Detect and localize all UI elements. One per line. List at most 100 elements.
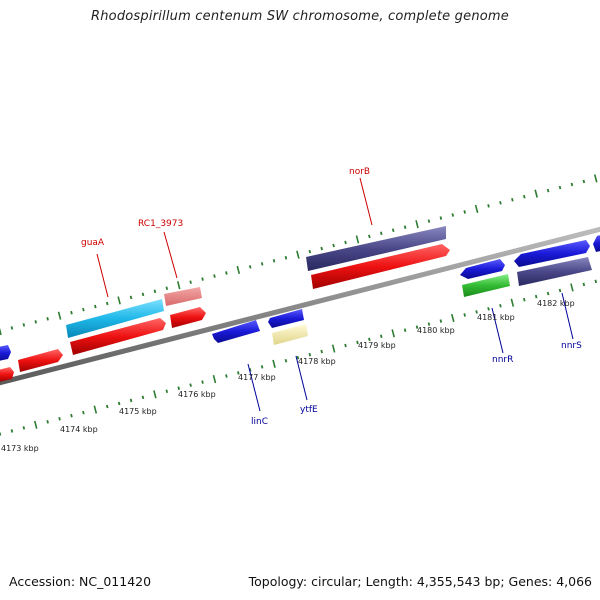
minor-tick bbox=[141, 395, 145, 400]
minor-tick bbox=[475, 310, 478, 314]
minor-tick bbox=[70, 413, 73, 418]
minor-tick bbox=[511, 197, 514, 202]
gene-feature-red[interactable] bbox=[0, 367, 14, 382]
gene-label-guaA[interactable]: guaA bbox=[81, 238, 105, 248]
minor-tick bbox=[463, 313, 466, 317]
minor-tick bbox=[46, 317, 49, 321]
major-tick bbox=[236, 265, 241, 275]
kbp-label-4182: 4182 kbp bbox=[537, 299, 575, 308]
major-tick bbox=[33, 420, 38, 429]
minor-tick bbox=[368, 337, 371, 342]
major-tick bbox=[57, 311, 62, 320]
gene-feature-norB[interactable] bbox=[306, 226, 446, 271]
gene-feature-blue[interactable] bbox=[593, 234, 600, 252]
gene-label-nnrS[interactable]: nnrS bbox=[561, 341, 582, 351]
minor-tick bbox=[201, 277, 204, 281]
kbp-label-4175: 4175 kbp bbox=[119, 407, 157, 416]
genome-summary-text: Topology: circular; Length: 4,355,543 bp… bbox=[248, 574, 592, 589]
minor-tick bbox=[308, 249, 312, 254]
major-tick bbox=[331, 344, 336, 353]
gene-feature-nnrS[interactable] bbox=[517, 257, 592, 286]
leader-RC1_3973 bbox=[163, 231, 178, 279]
chromosome-backbone bbox=[0, 226, 600, 386]
minor-tick bbox=[117, 401, 121, 406]
minor-tick bbox=[415, 325, 419, 329]
minor-tick bbox=[153, 289, 157, 294]
minor-tick bbox=[260, 365, 264, 369]
minor-tick bbox=[594, 279, 598, 284]
major-tick bbox=[570, 283, 574, 292]
minor-tick bbox=[522, 297, 526, 302]
minor-tick bbox=[189, 383, 192, 387]
gene-feature-red[interactable] bbox=[311, 244, 450, 289]
gene-feature-linC[interactable] bbox=[212, 320, 260, 343]
minor-tick bbox=[582, 282, 586, 287]
gene-label-ytfE[interactable]: ytfE bbox=[300, 405, 318, 415]
minor-tick bbox=[487, 307, 490, 311]
minor-tick bbox=[499, 201, 502, 205]
minor-tick bbox=[391, 228, 395, 233]
kbp-label-4181: 4181 kbp bbox=[477, 313, 515, 322]
gene-feature-blue[interactable] bbox=[460, 259, 505, 279]
minor-tick bbox=[22, 323, 26, 327]
minor-tick bbox=[439, 319, 443, 323]
minor-tick bbox=[58, 416, 61, 421]
major-tick bbox=[391, 329, 395, 338]
minor-tick bbox=[129, 295, 133, 300]
gene-feature-ytfE[interactable] bbox=[272, 324, 308, 345]
major-tick bbox=[474, 204, 479, 213]
minor-tick bbox=[570, 182, 574, 187]
minor-tick bbox=[534, 294, 538, 299]
minor-tick bbox=[487, 204, 490, 208]
gene-feature-RC1_3973[interactable] bbox=[164, 287, 202, 306]
minor-tick bbox=[284, 255, 288, 260]
major-tick bbox=[0, 327, 2, 336]
minor-tick bbox=[177, 386, 180, 390]
major-tick bbox=[212, 374, 217, 384]
gene-label-linC[interactable]: linC bbox=[251, 417, 268, 427]
gene-label-nnrR[interactable]: nnrR bbox=[492, 355, 513, 365]
kbp-label-4179: 4179 kbp bbox=[358, 341, 396, 350]
minor-tick bbox=[284, 358, 288, 363]
minor-tick bbox=[522, 194, 526, 199]
minor-tick bbox=[189, 280, 192, 284]
minor-tick bbox=[129, 398, 133, 403]
minor-tick bbox=[463, 210, 466, 214]
gene-label-RC1_3973[interactable]: RC1_3973 bbox=[138, 219, 183, 229]
gene-feature-red[interactable] bbox=[170, 307, 206, 328]
gene-feature-nnrR[interactable] bbox=[462, 274, 510, 297]
minor-tick bbox=[105, 301, 109, 306]
leader-ytfE bbox=[295, 355, 308, 401]
minor-tick bbox=[296, 355, 300, 360]
kbp-label-4174: 4174 kbp bbox=[60, 425, 98, 434]
gene-label-norB[interactable]: norB bbox=[349, 167, 370, 177]
minor-tick bbox=[141, 292, 145, 297]
major-tick bbox=[451, 313, 455, 323]
minor-tick bbox=[427, 219, 431, 223]
leader-norB bbox=[359, 177, 373, 226]
minor-tick bbox=[10, 326, 14, 330]
gene-feature-red[interactable] bbox=[18, 349, 63, 372]
minor-tick bbox=[82, 307, 85, 312]
gene-feature-guaA[interactable] bbox=[66, 299, 164, 338]
minor-tick bbox=[499, 304, 502, 308]
minor-tick bbox=[272, 259, 276, 263]
minor-tick bbox=[165, 389, 169, 394]
lower-tick-track bbox=[0, 279, 598, 436]
gene-feature-blue[interactable] bbox=[514, 240, 590, 267]
upper-tick-track bbox=[0, 174, 598, 336]
minor-tick bbox=[10, 429, 14, 433]
gene-feature-blue[interactable] bbox=[268, 309, 304, 328]
minor-tick bbox=[380, 231, 383, 236]
leader-linC bbox=[247, 363, 261, 412]
gene-feature-red[interactable] bbox=[70, 318, 166, 355]
major-tick bbox=[176, 281, 181, 290]
gene-feature-blue[interactable] bbox=[0, 345, 11, 361]
minor-tick bbox=[427, 322, 431, 326]
minor-tick bbox=[70, 310, 73, 315]
minor-tick bbox=[248, 265, 252, 269]
minor-tick bbox=[546, 291, 550, 296]
minor-tick bbox=[46, 420, 49, 424]
minor-tick bbox=[237, 371, 240, 375]
